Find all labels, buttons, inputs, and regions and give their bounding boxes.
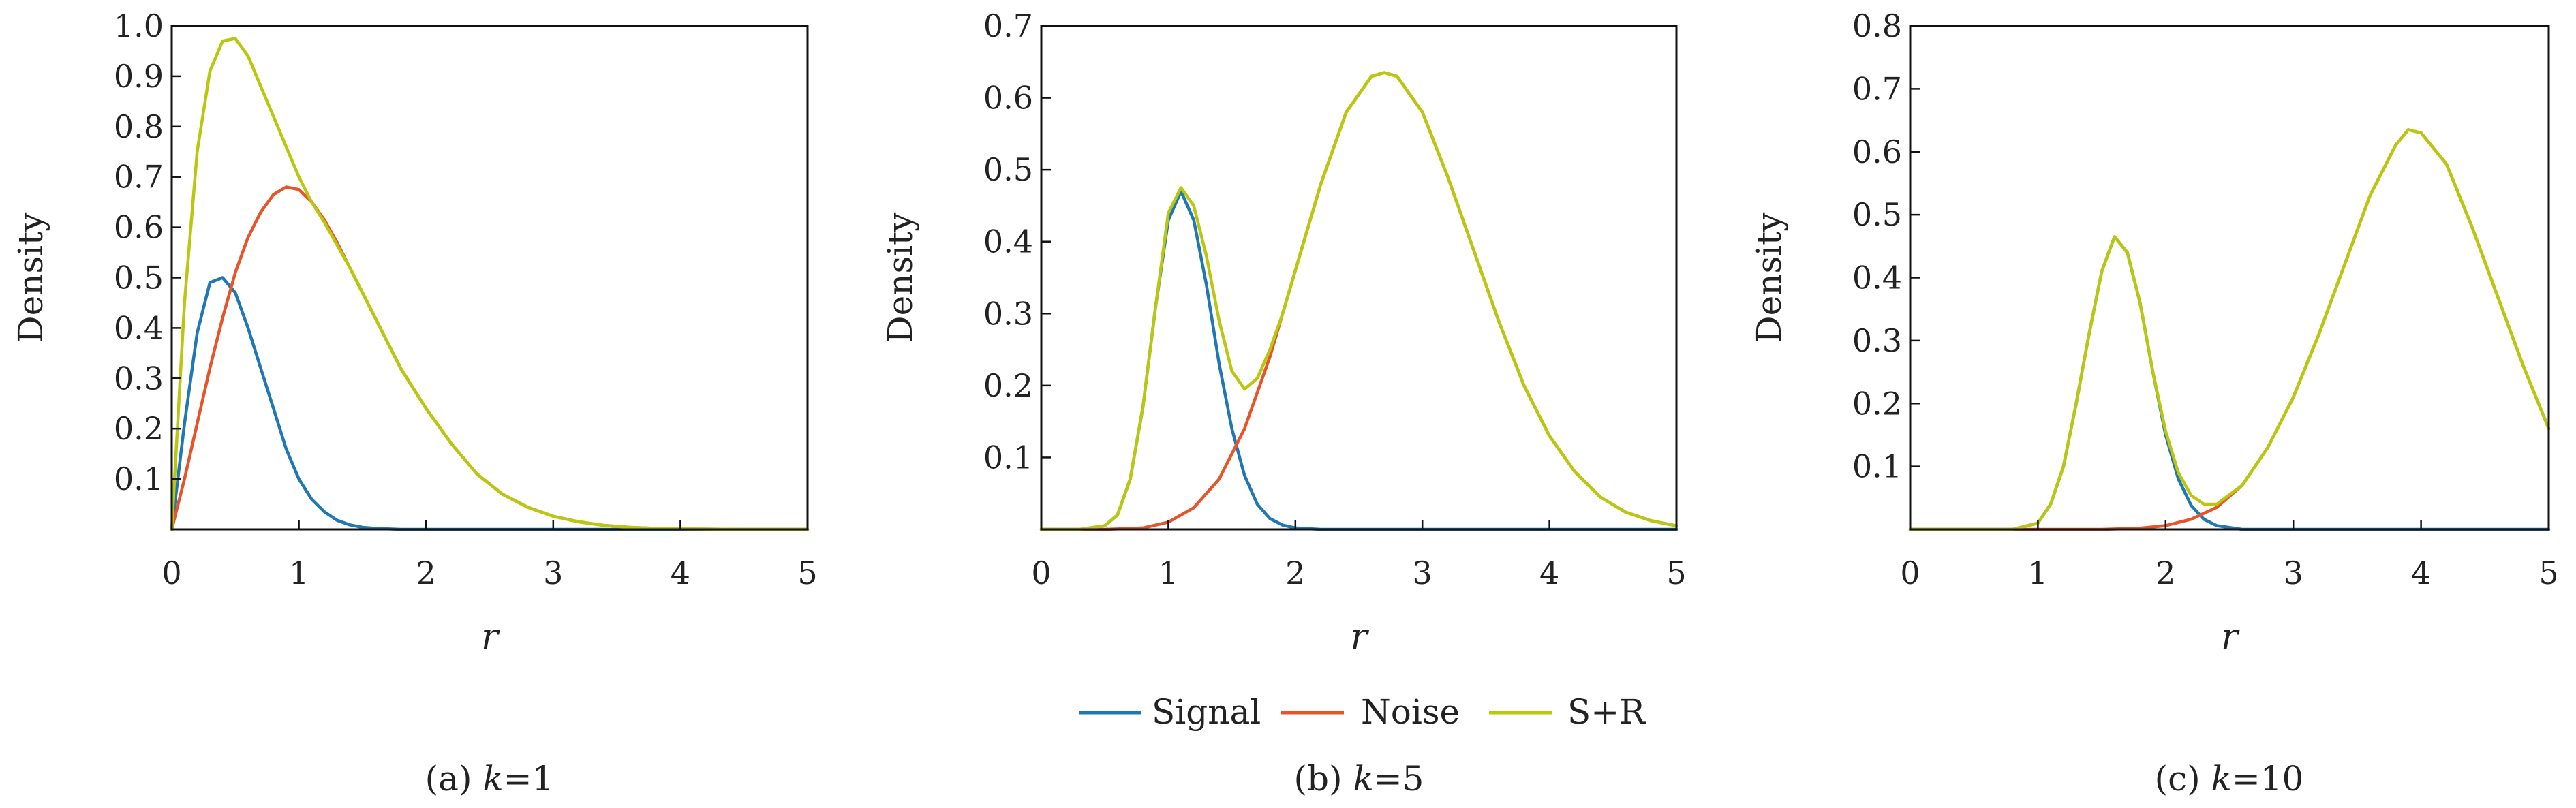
x-tick-label: 2: [2156, 555, 2175, 591]
x-tick-label: 0: [1900, 555, 1920, 591]
y-tick-label: 0.7: [983, 7, 1033, 44]
series-noise-line: [1908, 128, 2551, 531]
x-tick-label: 1: [1159, 555, 1178, 591]
x-tick-label: 4: [1539, 555, 1559, 591]
x-tick-label: 0: [1031, 555, 1051, 591]
x-tick-label: 5: [797, 555, 817, 591]
y-tick-label: 0.2: [114, 410, 164, 447]
y-tick-label: 0.6: [114, 209, 164, 246]
x-tick-label: 3: [543, 555, 563, 591]
x-tick-label: 3: [1413, 555, 1432, 591]
legend-label-signal: Signal: [1152, 692, 1261, 732]
x-tick-label: 3: [2284, 555, 2303, 591]
y-tick-label: 0.9: [114, 58, 164, 95]
y-tick-label: 0.1: [983, 439, 1033, 476]
plot-frame: [1040, 25, 1678, 531]
y-tick-label: 0.6: [1852, 134, 1902, 170]
x-tick-label: 2: [1285, 555, 1305, 591]
series-noise-line: [1039, 71, 1678, 531]
series-signal-line: [170, 276, 810, 531]
y-tick-label: 0.4: [1852, 260, 1902, 296]
y-tick-label: 0.7: [114, 159, 164, 196]
legend-label-s-r: S+R: [1567, 692, 1646, 732]
x-axis-label: r: [1351, 617, 1370, 657]
y-tick-label: 0.2: [983, 367, 1033, 404]
y-tick-label: 0.6: [983, 80, 1033, 116]
x-tick-label: 0: [162, 555, 181, 591]
series-noise-line: [170, 185, 810, 531]
y-tick-label: 0.8: [1852, 7, 1902, 44]
series-signal-line: [1908, 235, 2551, 531]
x-tick-label: 5: [2539, 555, 2558, 591]
legend: Signal Noise S+R: [1079, 692, 1646, 732]
x-tick-label: 4: [671, 555, 690, 591]
y-tick-label: 0.5: [983, 151, 1033, 188]
y-tick-label: 1.0: [114, 7, 164, 44]
x-axis-label: r: [2221, 617, 2240, 657]
panel-caption: (a) k=1: [425, 759, 554, 798]
panel-caption: (c) k=10: [2155, 759, 2304, 798]
x-axis-label: r: [481, 617, 500, 657]
y-tick-label: 0.1: [114, 461, 164, 497]
x-tick-label: 1: [289, 555, 309, 591]
y-tick-label: 0.7: [1852, 70, 1902, 107]
x-tick-label: 5: [1666, 555, 1686, 591]
x-tick-label: 2: [416, 555, 436, 591]
y-tick-label: 0.4: [983, 223, 1033, 260]
y-axis-label: Density: [1749, 212, 1789, 343]
panel-2: 0 1 2 3 4 5 0.1 0.2 0.3 0.4 0.5 0.6 0.7 r Density (b) k…: [880, 7, 1687, 798]
panel-1: 0 1 2 3 4 5 0.1 0.2 0.3 0.4 0.5 0.6 0.7 0.8 0.9 1.0 r Den…: [11, 7, 818, 798]
y-tick-label: 0.4: [114, 309, 164, 346]
plot-frame: [1909, 25, 2550, 531]
series-s-r-line: [170, 37, 810, 531]
y-tick-label: 0.8: [114, 108, 164, 145]
panel-caption: (b) k=5: [1294, 759, 1424, 798]
y-tick-label: 0.5: [1852, 196, 1902, 233]
y-tick-label: 0.1: [1852, 448, 1902, 485]
y-axis-label: Density: [11, 212, 50, 343]
panel-3: 0 1 2 3 4 5 0.1 0.2 0.3 0.4 0.5 0.6 0.7 0.8 r Density (c…: [1749, 7, 2559, 798]
y-axis-label: Density: [880, 212, 920, 343]
series-s-r-line: [1908, 128, 2551, 531]
series-s-r-line: [1039, 71, 1678, 531]
x-tick-label: 4: [2411, 555, 2431, 591]
y-tick-label: 0.5: [114, 260, 164, 296]
legend-label-noise: Noise: [1361, 692, 1460, 732]
y-tick-label: 0.3: [983, 295, 1033, 332]
y-tick-label: 0.2: [1852, 385, 1902, 422]
y-tick-label: 0.3: [114, 360, 164, 397]
y-tick-label: 0.3: [1852, 322, 1902, 359]
x-tick-label: 1: [2028, 555, 2048, 591]
